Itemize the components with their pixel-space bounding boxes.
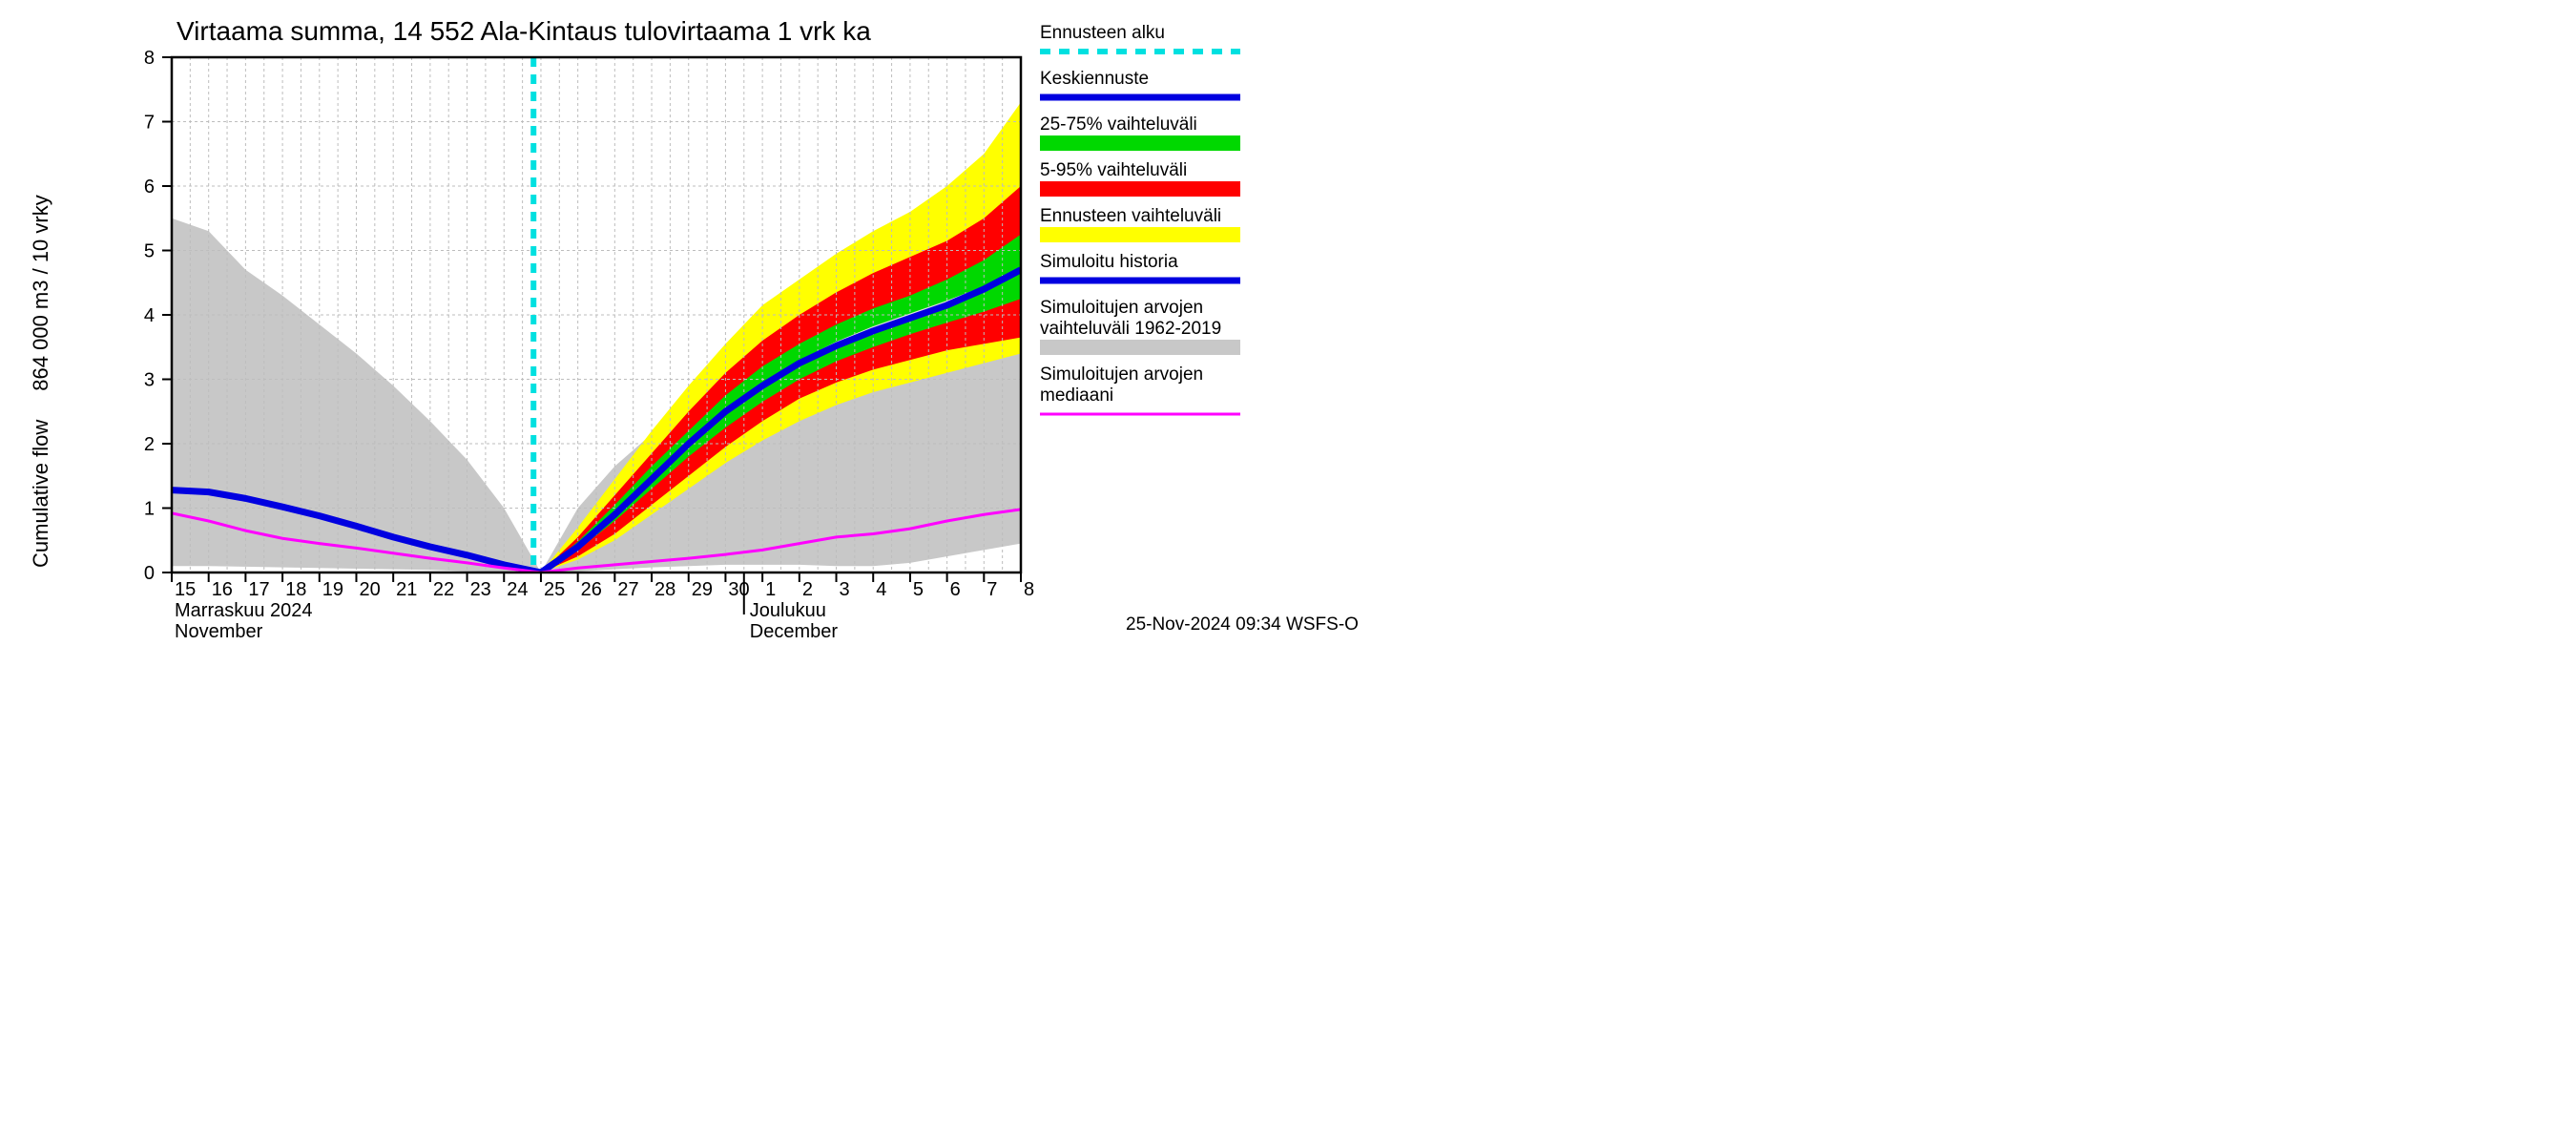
x-tick-label: 16 — [212, 579, 233, 600]
x-tick-label: 1 — [765, 579, 776, 600]
y-tick-label: 6 — [144, 177, 155, 198]
legend-swatch-gray — [1040, 340, 1240, 355]
y-tick-label: 3 — [144, 370, 155, 391]
legend-label: mediaani — [1040, 385, 1113, 406]
x-tick-label: 23 — [470, 579, 491, 600]
x-tick-label: 24 — [507, 579, 528, 600]
x-tick-label: 29 — [692, 579, 713, 600]
legend-label: 5-95% vaihteluväli — [1040, 160, 1187, 180]
y-tick-label: 5 — [144, 241, 155, 262]
y-tick-label: 2 — [144, 434, 155, 455]
x-tick-label: 25 — [544, 579, 565, 600]
legend-swatch-yellow — [1040, 227, 1240, 242]
legend-label: Ennusteen alku — [1040, 23, 1165, 43]
legend-label: Simuloitu historia — [1040, 252, 1178, 272]
x-tick-label: 8 — [1024, 579, 1034, 600]
x-tick-label: 26 — [581, 579, 602, 600]
x-tick-label: 28 — [654, 579, 675, 600]
x-tick-label: 17 — [248, 579, 269, 600]
legend-label: 25-75% vaihteluväli — [1040, 114, 1197, 135]
month-label-1-en: November — [175, 621, 263, 639]
chart-svg: 0123456781516171819202122232425262728293… — [0, 0, 1431, 639]
x-tick-label: 5 — [913, 579, 924, 600]
x-tick-label: 30 — [728, 579, 749, 600]
legend-label: Simuloitujen arvojen — [1040, 298, 1203, 318]
month-label-2-en: December — [750, 621, 839, 639]
legend-label: Keskiennuste — [1040, 69, 1149, 89]
y-tick-label: 4 — [144, 305, 155, 326]
chart-title: Virtaama summa, 14 552 Ala-Kintaus tulov… — [177, 16, 871, 46]
y-tick-label: 7 — [144, 113, 155, 134]
x-tick-label: 3 — [840, 579, 850, 600]
month-label-2-fi: Joulukuu — [750, 600, 826, 621]
legend-swatch-green — [1040, 135, 1240, 151]
y-tick-label: 1 — [144, 499, 155, 520]
legend-label: vaihteluväli 1962-2019 — [1040, 319, 1221, 339]
x-tick-label: 27 — [617, 579, 638, 600]
x-tick-label: 19 — [322, 579, 343, 600]
x-tick-label: 7 — [987, 579, 997, 600]
legend-label: Ennusteen vaihteluväli — [1040, 206, 1221, 226]
x-tick-label: 18 — [285, 579, 306, 600]
footer-timestamp: 25-Nov-2024 09:34 WSFS-O — [1126, 614, 1359, 635]
y-axis-label: Cumulative flow864 000 m3 / 10 vrky — [29, 195, 52, 568]
x-tick-label: 20 — [359, 579, 380, 600]
x-tick-label: 2 — [802, 579, 813, 600]
x-tick-label: 4 — [876, 579, 886, 600]
legend-swatch-red — [1040, 181, 1240, 197]
y-tick-label: 8 — [144, 48, 155, 69]
x-tick-label: 22 — [433, 579, 454, 600]
y-tick-label: 0 — [144, 563, 155, 584]
x-tick-label: 21 — [396, 579, 417, 600]
legend-label: Simuloitujen arvojen — [1040, 364, 1203, 385]
x-tick-label: 6 — [950, 579, 961, 600]
x-tick-label: 15 — [175, 579, 196, 600]
month-label-1-fi: Marraskuu 2024 — [175, 600, 313, 621]
